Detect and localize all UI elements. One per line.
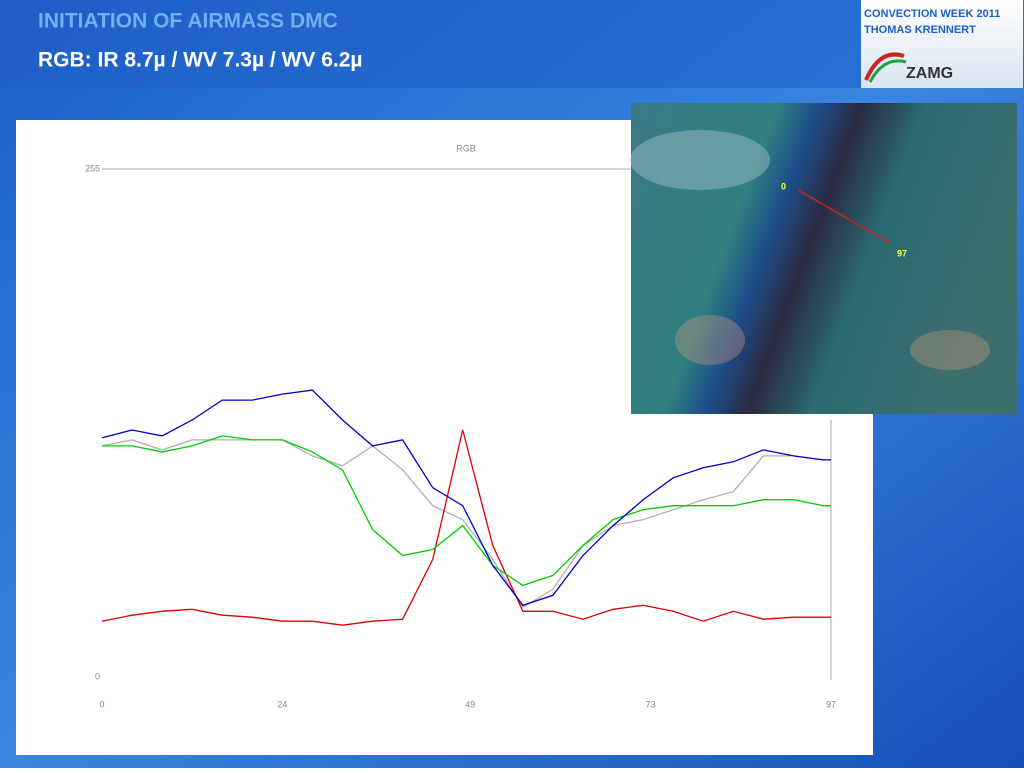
plot: RGB 0 255 0 24 49 73 97 [85,143,836,709]
map-label: 0 [781,181,786,191]
cross-section [797,189,891,244]
series-line [102,435,831,587]
header-band [0,0,1024,88]
logo-box [861,0,1023,88]
event: CONVECTION WEEK 2011 [864,8,1000,20]
series-line [101,439,831,609]
cloud [630,130,770,190]
x-tick-label: 24 [277,699,287,709]
cloud [910,330,990,370]
series-line [101,429,831,626]
map-label: 97 [897,248,907,258]
logo-text: ZAMG [906,65,953,82]
author: THOMAS KRENNERT [864,24,976,36]
y-tick-label: 0 [95,671,100,681]
logo-arc [864,52,905,81]
x-tick-label: 73 [646,699,656,709]
slide-title: INITIATION OF AIRMASS DMC [38,10,338,33]
series-line [101,389,831,607]
x-tick-label: 0 [99,699,104,709]
logo-arc [868,59,907,83]
cloud [675,315,745,365]
chart-title: RGB [456,143,476,153]
slide-subtitle: RGB: IR 8.7µ / WV 7.3µ / WV 6.2µ [38,49,363,72]
x-tick-label: 49 [465,699,475,709]
x-tick-label: 97 [826,699,836,709]
satellite-image [631,103,1017,414]
y-tick-label: 255 [85,163,100,173]
